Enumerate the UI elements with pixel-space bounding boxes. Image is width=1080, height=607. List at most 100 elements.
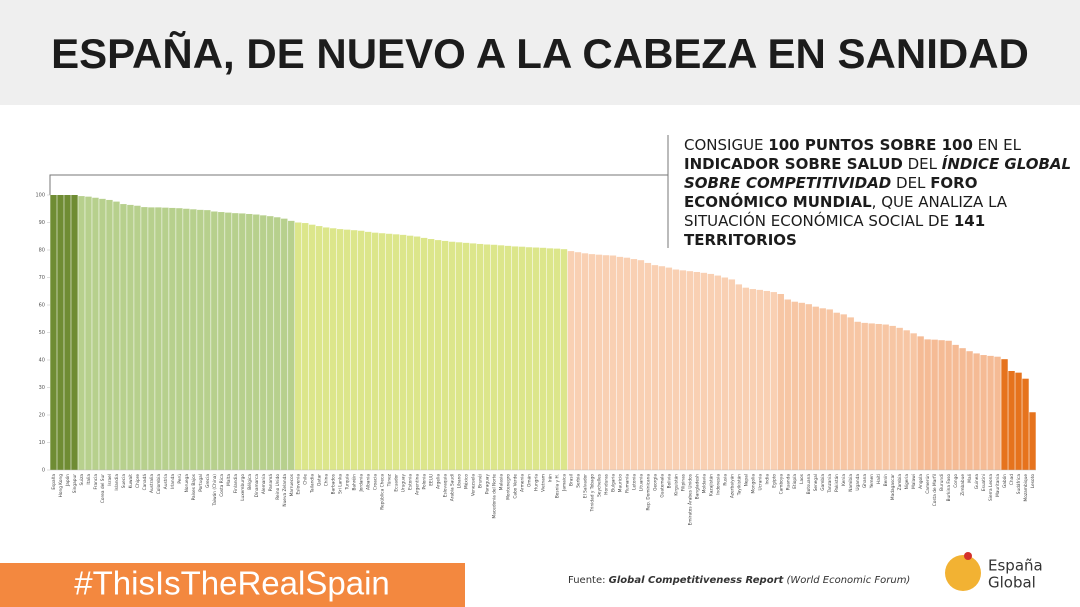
bar bbox=[875, 323, 882, 470]
x-tick-label: Burundi bbox=[939, 474, 945, 491]
bar bbox=[225, 212, 232, 470]
x-tick-label: Estonia bbox=[408, 474, 414, 490]
bar bbox=[959, 348, 966, 470]
x-tick-label: Nigeria bbox=[904, 474, 910, 490]
x-tick-label: Grecia bbox=[205, 474, 211, 488]
rich-line: TERRITORIOS bbox=[684, 231, 797, 249]
bar bbox=[169, 207, 176, 471]
annotation: CONSIGUE 100 PUNTOS SOBRE 100 EN ELINDIC… bbox=[684, 136, 1071, 249]
bar bbox=[267, 216, 274, 470]
bar bbox=[281, 218, 288, 470]
x-tick-label: Ecuador bbox=[394, 474, 400, 492]
bar bbox=[511, 246, 519, 470]
x-tick-label: Alemania bbox=[261, 474, 267, 495]
x-tick-label: Marruecos bbox=[289, 473, 295, 496]
bar bbox=[1022, 378, 1029, 470]
bar bbox=[378, 233, 386, 470]
rich-line: CONSIGUE 100 PUNTOS SOBRE 100 EN EL bbox=[684, 136, 1022, 154]
x-tick-label: Mongolia bbox=[750, 474, 756, 494]
x-tick-label: Lituania bbox=[638, 474, 644, 492]
bar bbox=[78, 196, 85, 470]
logo-circle bbox=[945, 555, 981, 591]
bar bbox=[399, 234, 407, 470]
bar bbox=[616, 256, 624, 470]
text-run: CONSIGUE bbox=[684, 136, 768, 154]
x-tick-label: Hungría bbox=[533, 474, 540, 491]
bar bbox=[288, 220, 295, 470]
x-tick-label: Seychelles bbox=[596, 473, 602, 497]
bar bbox=[427, 239, 435, 470]
x-tick-label: Emiratos Árabes Unidos bbox=[686, 473, 693, 525]
bar bbox=[239, 213, 246, 471]
x-tick-label: Filipinas bbox=[680, 473, 686, 491]
x-tick-label: Malasia bbox=[499, 474, 505, 491]
x-tick-label: India bbox=[764, 474, 770, 485]
x-tick-label: Moldavia bbox=[701, 474, 707, 494]
bar bbox=[483, 244, 491, 470]
x-tick-label: Líbano bbox=[456, 474, 463, 489]
x-tick-label: Brunéi bbox=[477, 474, 484, 488]
bar bbox=[735, 284, 743, 470]
x-tick-label: Laos bbox=[799, 473, 805, 484]
x-tick-label: Kirguistán bbox=[672, 474, 679, 496]
title: ESPAÑA, DE NUEVO A LA CABEZA EN SANIDAD bbox=[51, 30, 1029, 77]
bar bbox=[987, 355, 994, 470]
logo-dot bbox=[964, 552, 972, 560]
x-tick-label: Egipto bbox=[771, 474, 777, 488]
bar bbox=[176, 208, 183, 470]
bar bbox=[980, 355, 987, 470]
bar bbox=[560, 249, 568, 470]
x-tick-label: Mali bbox=[967, 474, 973, 483]
bar bbox=[847, 317, 854, 470]
bar bbox=[602, 255, 610, 470]
bar bbox=[833, 312, 840, 470]
bar bbox=[371, 232, 379, 470]
bar bbox=[525, 247, 533, 470]
text-run: 141 bbox=[954, 212, 985, 230]
x-tick-label: Bosnia y H. bbox=[554, 474, 560, 498]
x-tick-label: México bbox=[463, 474, 470, 489]
x-tick-label: Kuwait bbox=[128, 474, 134, 489]
x-tick-label: EEUU bbox=[429, 474, 435, 486]
rich-line: SITUACIÓN ECONÓMICA SOCIAL DE 141 bbox=[684, 211, 985, 230]
bar bbox=[966, 351, 973, 470]
bar bbox=[777, 294, 784, 470]
x-tick-label: Argentina bbox=[415, 474, 421, 495]
x-tick-label: Chile bbox=[303, 474, 309, 485]
x-tick-label: Madagascar bbox=[890, 474, 896, 500]
bar bbox=[329, 228, 337, 470]
x-tick-label: Australia bbox=[149, 474, 155, 493]
x-tick-label: Camerún bbox=[924, 474, 931, 494]
bar bbox=[134, 205, 141, 470]
x-tick-label: Vietnam bbox=[541, 474, 547, 492]
x-tick-label: Perú bbox=[176, 474, 183, 484]
x-tick-label: Botsuana bbox=[806, 474, 812, 495]
x-tick-label: Angola bbox=[918, 474, 924, 489]
bar bbox=[651, 265, 659, 470]
bar bbox=[462, 242, 470, 470]
x-tick-label: Eslovaquia bbox=[443, 474, 449, 498]
bar bbox=[693, 272, 701, 470]
bar bbox=[812, 306, 819, 470]
x-tick-label: Armenia bbox=[520, 474, 526, 492]
x-tick-label: Bélgica bbox=[246, 474, 253, 490]
x-tick-label: Rusia bbox=[722, 474, 728, 486]
bar bbox=[903, 330, 910, 470]
bar bbox=[728, 279, 736, 470]
x-tick-label: Camboya bbox=[778, 474, 784, 495]
x-tick-label: Arabia Saudí bbox=[449, 473, 456, 501]
bar bbox=[1001, 359, 1008, 470]
x-tick-label: Sri Lanka bbox=[338, 474, 344, 494]
text-run: TERRITORIOS bbox=[684, 231, 797, 249]
text-run: FORO bbox=[930, 174, 977, 192]
bar bbox=[910, 333, 917, 470]
bar bbox=[707, 273, 715, 470]
x-tick-label: Panamá bbox=[267, 474, 274, 492]
x-tick-label: Suiza bbox=[79, 474, 85, 486]
x-tick-label: Reino Unido bbox=[275, 474, 281, 500]
x-tick-label: Kazajistán bbox=[707, 474, 714, 496]
x-tick-label: Turquía bbox=[344, 474, 351, 491]
bar bbox=[57, 195, 64, 470]
x-tick-label: Guatemala bbox=[659, 474, 665, 498]
x-tick-label: Polonia bbox=[422, 474, 428, 490]
